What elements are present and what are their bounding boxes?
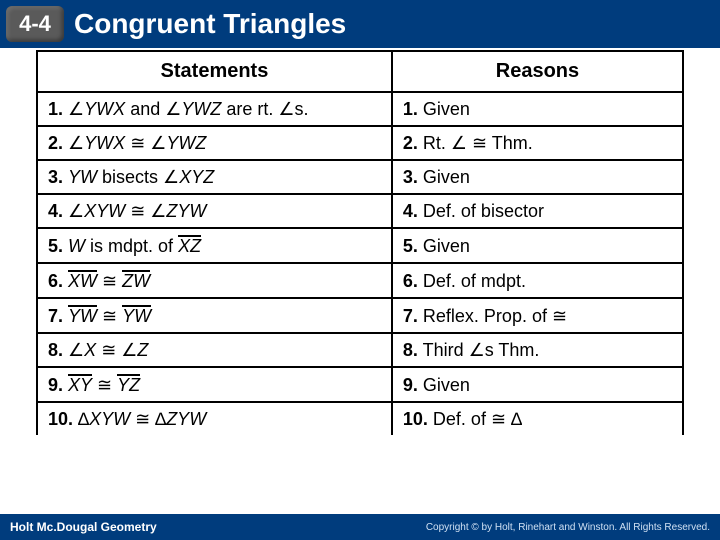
reason-cell: 8. Third ∠s Thm.: [392, 333, 683, 367]
lesson-title: Congruent Triangles: [74, 8, 346, 40]
table-row: 7. YW ≅ YW 7. Reflex. Prop. of ≅: [37, 298, 683, 333]
table-row: 1. ∠YWX and ∠YWZ are rt. ∠s. 1. Given: [37, 92, 683, 126]
reason-cell: 10. Def. of ≅ ∆: [392, 402, 683, 435]
statement-cell: 8. ∠X ≅ ∠Z: [37, 333, 392, 367]
statement-cell: 2. ∠YWX ≅ ∠YWZ: [37, 126, 392, 160]
table-row: 10. ∆XYW ≅ ∆ZYW 10. Def. of ≅ ∆: [37, 402, 683, 435]
table-row: 6. XW ≅ ZW 6. Def. of mdpt.: [37, 263, 683, 298]
table-row: 5. W is mdpt. of XZ 5. Given: [37, 228, 683, 263]
table-header-row: Statements Reasons: [37, 51, 683, 92]
col-header-statements: Statements: [37, 51, 392, 92]
reason-cell: 1. Given: [392, 92, 683, 126]
statement-cell: 5. W is mdpt. of XZ: [37, 228, 392, 263]
table-row: 3. YW bisects ∠XYZ 3. Given: [37, 160, 683, 194]
statement-cell: 10. ∆XYW ≅ ∆ZYW: [37, 402, 392, 435]
footer-copyright: Copyright © by Holt, Rinehart and Winsto…: [426, 522, 710, 533]
proof-table: Statements Reasons 1. ∠YWX and ∠YWZ are …: [36, 50, 684, 435]
statement-cell: 3. YW bisects ∠XYZ: [37, 160, 392, 194]
col-header-reasons: Reasons: [392, 51, 683, 92]
table-row: 8. ∠X ≅ ∠Z 8. Third ∠s Thm.: [37, 333, 683, 367]
reason-cell: 5. Given: [392, 228, 683, 263]
reason-cell: 4. Def. of bisector: [392, 194, 683, 228]
footer-brand: Holt Mc.Dougal Geometry: [10, 520, 157, 534]
statement-cell: 4. ∠XYW ≅ ∠ZYW: [37, 194, 392, 228]
statement-cell: 6. XW ≅ ZW: [37, 263, 392, 298]
header-bar: 4-4 Congruent Triangles: [0, 0, 720, 48]
lesson-badge: 4-4: [6, 6, 64, 42]
footer-bar: Holt Mc.Dougal Geometry Copyright © by H…: [0, 514, 720, 540]
statement-cell: 9. XY ≅ YZ: [37, 367, 392, 402]
reason-cell: 9. Given: [392, 367, 683, 402]
reason-cell: 7. Reflex. Prop. of ≅: [392, 298, 683, 333]
reason-cell: 3. Given: [392, 160, 683, 194]
statement-cell: 7. YW ≅ YW: [37, 298, 392, 333]
table-row: 2. ∠YWX ≅ ∠YWZ 2. Rt. ∠ ≅ Thm.: [37, 126, 683, 160]
table-row: 9. XY ≅ YZ 9. Given: [37, 367, 683, 402]
statement-cell: 1. ∠YWX and ∠YWZ are rt. ∠s.: [37, 92, 392, 126]
reason-cell: 2. Rt. ∠ ≅ Thm.: [392, 126, 683, 160]
reason-cell: 6. Def. of mdpt.: [392, 263, 683, 298]
table-row: 4. ∠XYW ≅ ∠ZYW 4. Def. of bisector: [37, 194, 683, 228]
